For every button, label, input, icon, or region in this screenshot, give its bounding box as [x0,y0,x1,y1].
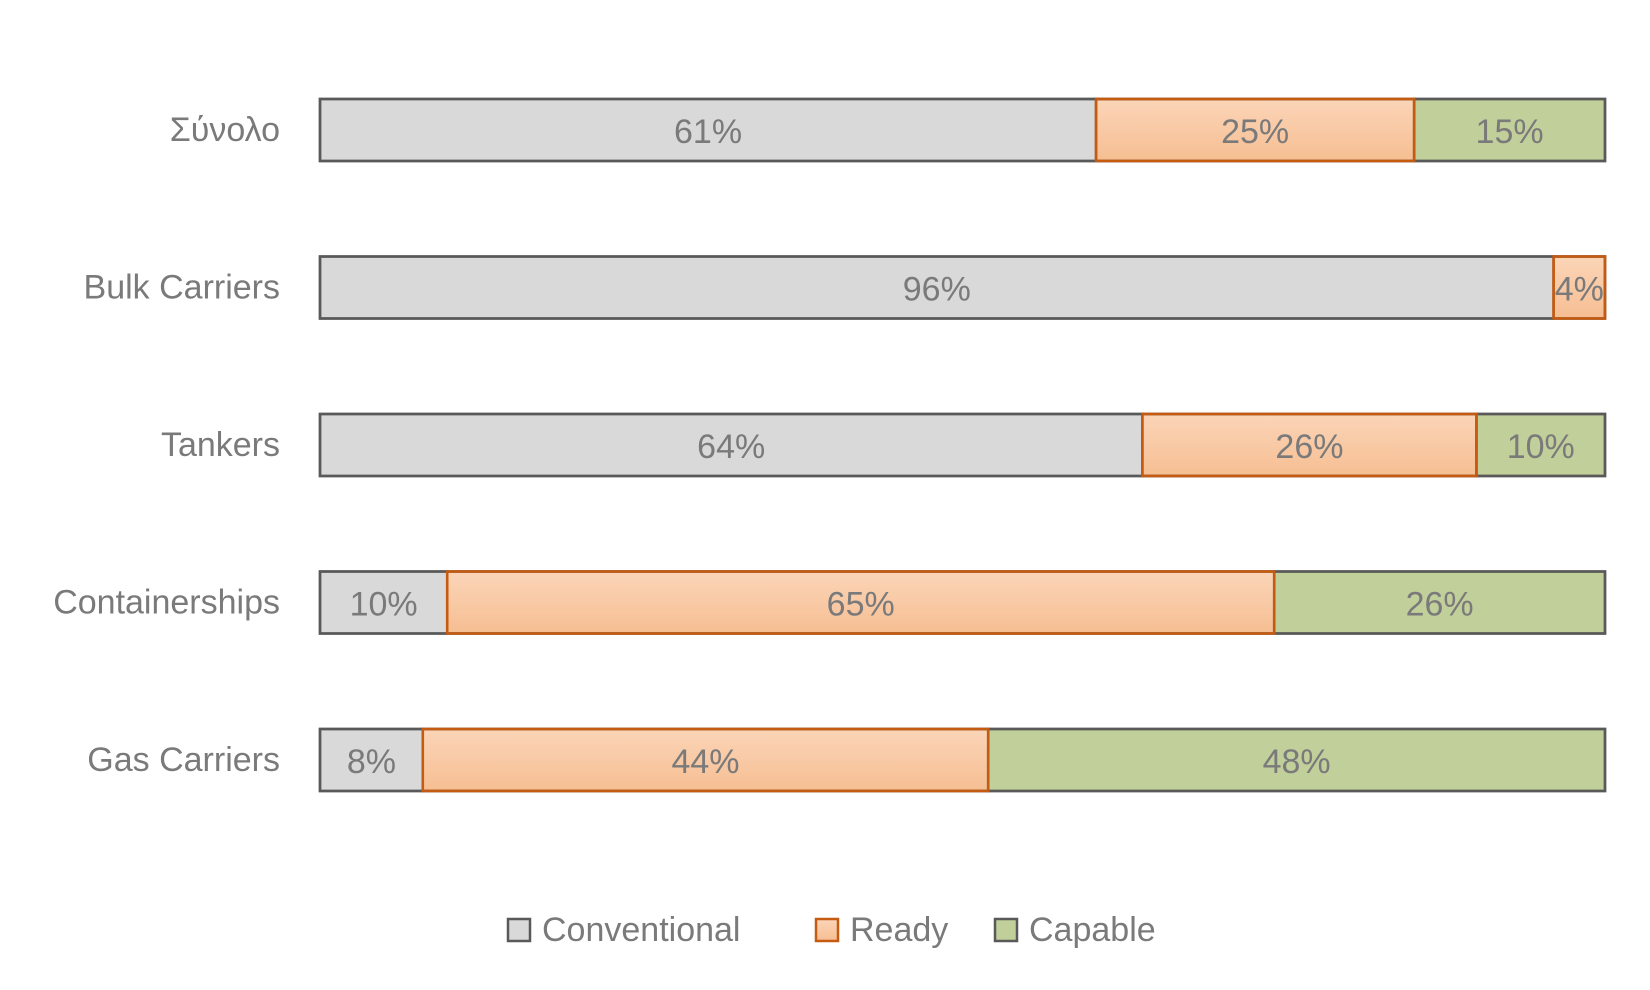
bar-outline [318,412,1607,478]
data-label: 48% [1263,743,1331,781]
bar-capable [1272,570,1607,635]
category-label: Σύνολο [170,111,280,149]
data-label: 15% [1476,113,1544,151]
bars-layer [318,97,1607,793]
data-label: 96% [903,271,971,309]
legend-label-capable: Capable [1029,911,1156,949]
bar-ready-border [445,570,1276,635]
bar-ready-border [1141,412,1478,478]
data-label: 25% [1221,113,1289,151]
bar-conventional [318,255,1555,320]
data-label: 65% [827,586,895,624]
data-label: 61% [674,113,742,151]
data-label: 64% [697,428,765,466]
legend-swatch-ready [814,917,840,943]
data-label: 44% [671,743,739,781]
labels-layer: Σύνολο 61% 25% 15% Bulk Carriers 96% 4% Tankers… [53,111,1604,781]
data-label: 26% [1406,586,1474,624]
legend-label-ready: Ready [850,911,948,949]
legend-label-conventional: Conventional [542,911,740,949]
legend-swatch-capable [993,917,1019,943]
bar-conventional [318,727,425,793]
category-label: Bulk Carriers [84,269,280,307]
data-label: 10% [350,586,418,624]
bar-outline [318,97,1607,163]
bar-ready [421,727,990,793]
data-label: 10% [1507,428,1575,466]
bar-ready-border [1552,255,1607,320]
data-label: 8% [347,743,396,781]
legend: Conventional Ready Capable [506,911,1156,949]
category-label: Gas Carriers [87,741,280,779]
bar-ready-border [421,727,990,793]
category-label: Containerships [53,584,280,622]
data-label: 26% [1275,428,1343,466]
bar-conventional [318,97,1098,163]
category-label: Tankers [161,426,280,464]
legend-swatch-conventional [506,917,532,943]
bar-ready [1094,97,1416,163]
bar-ready-border [1094,97,1416,163]
data-label: 4% [1555,271,1604,309]
